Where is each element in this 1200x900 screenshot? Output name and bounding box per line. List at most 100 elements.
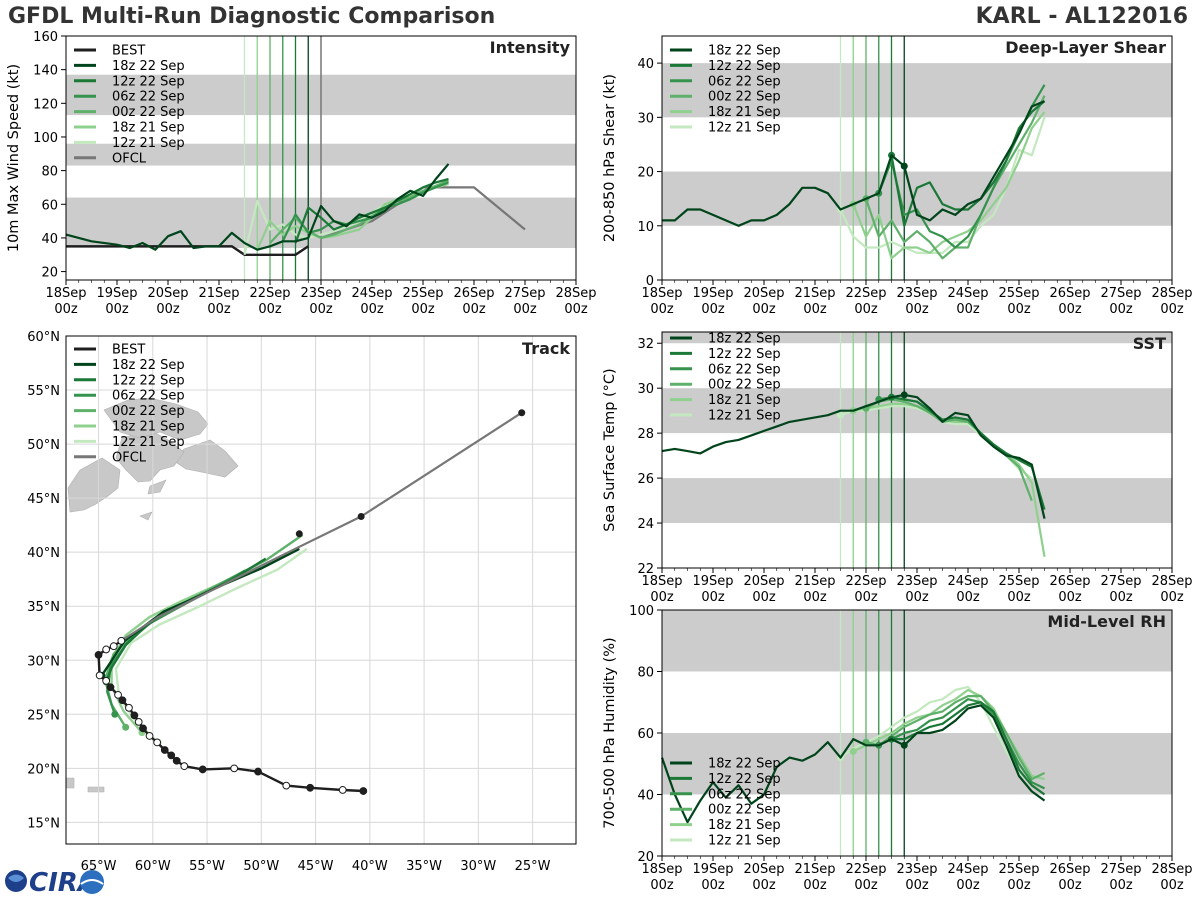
sst-ylabel: Sea Surface Temp (°C) [602, 368, 618, 531]
shear-frame [661, 35, 1173, 281]
sst-xtick-label-hour: 00z [1160, 590, 1184, 605]
sst-band [662, 478, 1172, 524]
track-legend-label: 00z 22 Sep [112, 404, 185, 419]
shear-xtick-label-hour: 00z [905, 302, 929, 317]
rh-xtick-label-day: 18Sep [641, 862, 682, 877]
rh-xtick-label-hour: 00z [1007, 878, 1031, 893]
intensity-legend-label: BEST [112, 44, 145, 59]
shear-xtick-label-hour: 00z [956, 302, 980, 317]
sst-xtick-label-hour: 00z [956, 590, 980, 605]
shear-xtick-label-day: 22Sep [845, 286, 886, 301]
intensity-ytick-label: 100 [33, 131, 58, 146]
shear-xtick-label-day: 18Sep [641, 286, 682, 301]
track-lat-label: 15°N [27, 816, 60, 831]
rh-xtick-label-hour: 00z [1160, 878, 1184, 893]
sst-xtick-label-day: 27Sep [1100, 574, 1141, 589]
track-lat-label: 50°N [27, 438, 60, 453]
sst-plot-area [662, 332, 1172, 568]
rh-xtick-label-day: 20Sep [743, 862, 784, 877]
shear-legend-label: 00z 22 Sep [708, 90, 781, 105]
shear-panel: 18Sep00z19Sep00z20Sep00z21Sep00z22Sep00z… [602, 35, 1193, 317]
sst-xtick-label-day: 20Sep [743, 574, 784, 589]
rh-ytick-label: 80 [637, 666, 654, 681]
rh-legend-label: 06z 22 Sep [708, 787, 781, 802]
sst-panel: 18Sep00z19Sep00z20Sep00z21Sep00z22Sep00z… [602, 331, 1193, 605]
track-panel-title: Track [522, 339, 570, 358]
sst-xtick-label-hour: 00z [752, 590, 776, 605]
intensity-xtick-label-hour: 00z [564, 302, 588, 317]
intensity-xtick-label-hour: 00z [258, 302, 282, 317]
track-lon-label: 35°W [406, 859, 442, 874]
sst-legend-label: 12z 21 Sep [708, 409, 781, 424]
track-lat-label: 30°N [27, 654, 60, 669]
rh-series-0 [660, 704, 1046, 824]
rh-legend-label: 12z 21 Sep [708, 834, 781, 849]
rh-xtick-label-day: 19Sep [692, 862, 733, 877]
track-best-marker [338, 786, 347, 794]
intensity-legend-label: 18z 22 Sep [112, 59, 185, 74]
sst-xtick-label-hour: 00z [1007, 590, 1031, 605]
shear-init-marker [900, 162, 908, 170]
shear-xtick-label-day: 19Sep [692, 286, 733, 301]
track-legend-label: 18z 21 Sep [112, 420, 185, 435]
intensity-series-1 [294, 177, 449, 244]
intensity-xtick-label-day: 24Sep [351, 286, 392, 301]
rh-xtick-label-hour: 00z [854, 878, 878, 893]
track-panel: 65°W 60°W 55°W 50°W 45°W 40°W 35°W 30°W 25°W15°N… [27, 330, 577, 874]
track-legend-label: 12z 21 Sep [112, 435, 185, 450]
track-best-marker [117, 636, 126, 645]
rh-xtick-label-hour: 00z [752, 878, 776, 893]
shear-xtick-label-day: 28Sep [1151, 286, 1192, 301]
track-best-marker [109, 642, 118, 651]
sst-xtick-label-hour: 00z [701, 590, 725, 605]
intensity-xtick-label-day: 20Sep [147, 286, 188, 301]
shear-xtick-label-hour: 00z [1160, 302, 1184, 317]
track-best-marker [145, 732, 154, 740]
storm-id: KARL - AL122016 [975, 4, 1188, 29]
intensity-xtick-label-hour: 00z [207, 302, 231, 317]
shear-legend-label: 18z 22 Sep [708, 44, 781, 59]
sst-xtick-label-hour: 00z [650, 590, 674, 605]
cira-logo: CIRA [5, 868, 104, 898]
noaa-logo-icon [80, 870, 104, 894]
shear-legend-label: 06z 22 Sep [708, 74, 781, 89]
track-frame [65, 335, 577, 845]
shear-ylabel: 200-850 hPa Shear (kt) [602, 74, 618, 242]
rh-ytick-label: 40 [637, 789, 654, 804]
intensity-ytick-label: 80 [41, 165, 58, 180]
track-best-marker [125, 703, 133, 712]
shear-band [662, 171, 1172, 226]
shear-xtick-label-hour: 00z [752, 302, 776, 317]
intensity-legend-label: OFCL [112, 151, 147, 166]
track-best-marker [172, 756, 181, 765]
rh-xtick-label-hour: 00z [1109, 878, 1133, 893]
sst-band [662, 332, 1172, 344]
shear-xtick-label-hour: 00z [1007, 302, 1031, 317]
track-best-marker [134, 717, 143, 726]
track-lon-label: 30°W [460, 859, 496, 874]
shear-xtick-label-day: 21Sep [794, 286, 835, 301]
intensity-xtick-label-day: 22Sep [249, 286, 290, 301]
shear-xtick-label-day: 23Sep [896, 286, 937, 301]
track-lon-label: 55°W [189, 859, 225, 874]
intensity-xtick-label-hour: 00z [105, 302, 129, 317]
rh-xtick-label-day: 22Sep [845, 862, 886, 877]
shear-xtick-label-day: 20Sep [743, 286, 784, 301]
intensity-xtick-label-day: 27Sep [504, 286, 545, 301]
sst-xtick-label-day: 22Sep [845, 574, 886, 589]
rh-init-marker [849, 747, 857, 755]
rh-ytick-label: 60 [637, 727, 654, 742]
sst-init-marker [900, 391, 908, 399]
rh-legend-label: 12z 22 Sep [708, 772, 781, 787]
shear-series-4 [852, 111, 1046, 260]
intensity-xtick-label-hour: 00z [411, 302, 435, 317]
shear-ytick-label: 10 [637, 220, 654, 235]
sst-series-1 [891, 396, 1046, 510]
shear-ytick-label: 40 [637, 57, 654, 72]
track-best-marker [95, 671, 104, 680]
